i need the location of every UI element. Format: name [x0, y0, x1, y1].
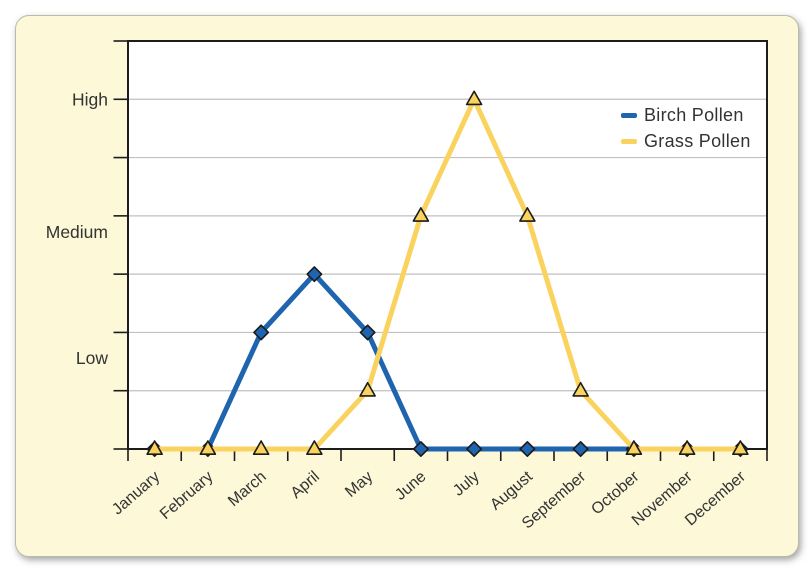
x-axis-label-april: April: [288, 468, 323, 502]
birch-pollen-marker-june: [412, 440, 429, 458]
grass-pollen-marker-march: [252, 440, 270, 456]
x-axis-label-june: June: [392, 468, 429, 504]
grass-pollen-marker-december: [732, 440, 749, 456]
grass-pollen-marker-october: [625, 440, 643, 456]
x-axis-label-may: May: [342, 468, 376, 501]
grass-pollen-marker-september: [572, 381, 589, 397]
x-axis-label-february: February: [157, 468, 216, 523]
grass-pollen-legend-label: Grass Pollen: [644, 130, 751, 151]
x-axis-label-january: January: [109, 468, 163, 518]
plot-area: [128, 41, 767, 449]
birch-pollen-legend-label: Birch Pollen: [644, 104, 744, 125]
birch-pollen-marker-may: [359, 324, 376, 341]
legend-item-birch-pollen: Birch Pollen: [621, 102, 751, 128]
y-axis-label-high: High: [72, 89, 108, 109]
birch-pollen-marker-march: [253, 324, 270, 341]
birch-pollen-marker-august: [519, 440, 536, 458]
grass-pollen-marker-november: [678, 440, 696, 456]
grass-pollen-marker-august: [519, 207, 536, 222]
x-axis-label-march: March: [225, 468, 270, 510]
birch-pollen-marker-april: [306, 266, 323, 283]
birch-pollen-marker-september: [572, 440, 589, 458]
birch-pollen-marker-july: [466, 440, 483, 458]
grass-pollen-marker-july: [465, 90, 483, 106]
y-axis-label-medium: Medium: [46, 222, 108, 242]
birch-pollen-swatch: [621, 112, 637, 118]
legend-item-grass-pollen: Grass Pollen: [621, 128, 751, 154]
chart-legend: Birch Pollen Grass Pollen: [621, 102, 751, 154]
grass-pollen-line: [152, 96, 743, 452]
y-axis-label-low: Low: [76, 348, 108, 368]
grass-pollen-marker-february: [199, 440, 217, 456]
grass-pollen-marker-april: [306, 440, 323, 456]
grass-pollen-marker-june: [412, 207, 430, 222]
grass-pollen-marker-may: [359, 381, 376, 397]
grass-pollen-marker-january: [146, 440, 163, 456]
x-axis-label-august: August: [487, 468, 536, 514]
grass-pollen-swatch: [621, 138, 637, 144]
x-axis-label-july: July: [450, 468, 483, 499]
